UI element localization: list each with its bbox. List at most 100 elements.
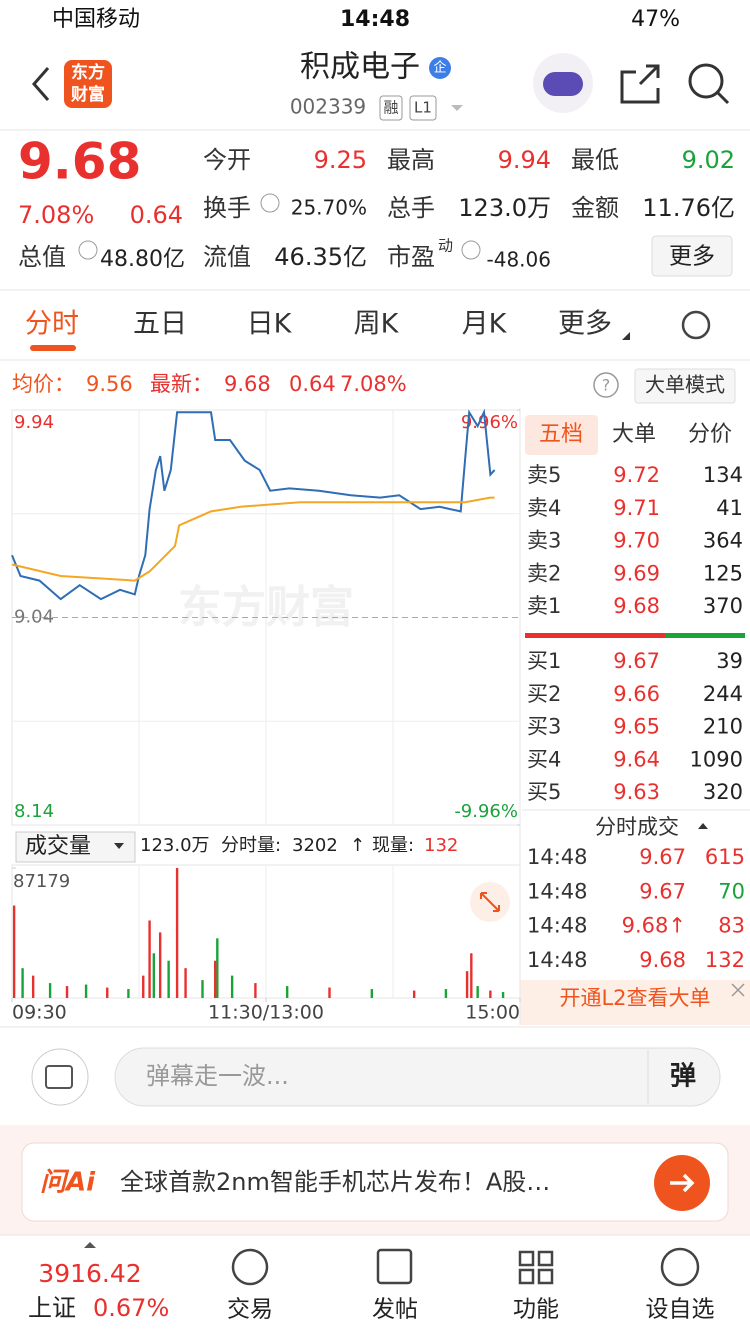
- volume-info: 现量:: [372, 835, 414, 856]
- volume-bar: [167, 960, 170, 998]
- trade-volume: 615: [705, 845, 745, 869]
- l2-bg[interactable]: [520, 980, 750, 1025]
- tag: 融: [383, 99, 398, 117]
- index-arrow: [84, 1242, 96, 1248]
- field-value: 11.76亿: [642, 194, 735, 222]
- comment-icon[interactable]: [31, 1048, 89, 1106]
- price: 9.68: [18, 133, 141, 191]
- book-label: 买1: [527, 649, 561, 673]
- volume-bar: [21, 968, 24, 998]
- book-volume: 210: [703, 715, 743, 739]
- book-label: 卖3: [527, 529, 561, 553]
- comment-glyph: [45, 1065, 73, 1089]
- back-button[interactable]: [32, 67, 50, 101]
- share-icon[interactable]: [620, 64, 660, 104]
- danmaku-button[interactable]: 弹: [670, 1062, 696, 1092]
- ask-strength: [525, 633, 665, 638]
- field-value: 123.0万: [458, 194, 551, 222]
- volume-bar: [328, 987, 331, 998]
- field-label: 换手: [203, 194, 251, 222]
- logo[interactable]: [64, 60, 112, 108]
- l2-link[interactable]: 开通L2查看大单: [559, 986, 710, 1010]
- nav-item[interactable]: 交易: [227, 1297, 273, 1323]
- nav-item[interactable]: 功能: [513, 1297, 559, 1323]
- book-price: 9.68: [613, 594, 660, 618]
- book-label: 买5: [527, 780, 561, 804]
- tag: L1: [414, 99, 432, 117]
- volume-bar: [31, 975, 35, 998]
- field-label: 流值: [203, 243, 251, 271]
- book-price: 9.65: [613, 715, 660, 739]
- field-label: 总手: [387, 194, 435, 222]
- tab[interactable]: 更多: [558, 309, 612, 340]
- book-volume: 125: [703, 561, 743, 585]
- tab[interactable]: 周K: [354, 309, 400, 340]
- x-tick-label: 15:00: [465, 1002, 520, 1024]
- change-pct: 7.08%: [18, 201, 94, 229]
- tab[interactable]: 分时: [25, 309, 79, 340]
- volume-bar: [476, 986, 479, 998]
- tab-more-arrow: [622, 332, 630, 340]
- book-tab[interactable]: 分价: [688, 422, 732, 447]
- volume-selector[interactable]: [15, 831, 136, 863]
- field-label: 总值: [18, 243, 66, 271]
- field-value: 9.25: [314, 146, 367, 174]
- tab-active-bg: [525, 415, 598, 455]
- mode-button[interactable]: [634, 368, 736, 404]
- robot-face: [543, 72, 583, 96]
- volume-info: 3202: [292, 835, 338, 856]
- tab[interactable]: 日K: [247, 309, 293, 340]
- nav-item[interactable]: 发帖: [372, 1297, 418, 1323]
- help-icon[interactable]: [593, 372, 619, 398]
- x-tick-label: 11:30/13:00: [208, 1002, 324, 1024]
- info-text: 均价：: [12, 372, 75, 396]
- book-volume: 134: [703, 463, 743, 487]
- y-tick-label: 87179: [13, 871, 70, 892]
- info-dot: [260, 193, 280, 213]
- comment-placeholder: 弹幕走一波...: [146, 1062, 289, 1090]
- settings-icon[interactable]: [681, 310, 711, 340]
- search-icon[interactable]: [688, 63, 724, 99]
- book-label: 买3: [527, 715, 561, 739]
- tab[interactable]: 月K: [462, 309, 508, 340]
- trade-price: 9.67: [639, 879, 686, 903]
- comment-input[interactable]: [114, 1047, 721, 1107]
- nav-icons[interactable]: [231, 1247, 700, 1287]
- volume-bar: [216, 938, 219, 998]
- book-volume: 364: [703, 529, 743, 553]
- dropdown[interactable]: [451, 105, 463, 111]
- y-tick-label: 9.04: [14, 607, 54, 628]
- volume-info: 分时量:: [221, 835, 281, 856]
- tag-box: [409, 95, 437, 121]
- info-dot: [461, 240, 481, 260]
- book-label: 卖4: [527, 496, 561, 520]
- bid-strength: [665, 633, 745, 638]
- more-button[interactable]: [651, 235, 733, 277]
- tab-underline: [30, 345, 76, 351]
- book-tab[interactable]: 大单: [612, 422, 656, 447]
- index-name: 上证: [28, 1294, 76, 1322]
- trade-price: 9.68↑: [622, 914, 686, 938]
- tab[interactable]: 五日: [133, 309, 187, 340]
- field-sup: 动: [438, 237, 453, 255]
- field-value: 46.35亿: [274, 243, 367, 271]
- book-price: 9.66: [613, 682, 660, 706]
- book-tab[interactable]: 五档: [539, 422, 583, 447]
- ad-card[interactable]: [21, 1142, 729, 1222]
- field-value: 25.70%: [291, 196, 367, 220]
- index-pct: 0.67%: [93, 1294, 169, 1322]
- clock: 14:48: [340, 7, 410, 32]
- volume-bar: [470, 953, 473, 998]
- nav-item[interactable]: 设自选: [646, 1297, 715, 1323]
- volume-bar: [444, 989, 448, 998]
- book-price: 9.70: [613, 529, 660, 553]
- volume-bar: [152, 953, 156, 998]
- trade-time: 14:48: [527, 948, 588, 972]
- expand-icon: [480, 892, 500, 912]
- trade-price: 9.68: [639, 948, 686, 972]
- index-value: 3916.42: [38, 1259, 141, 1288]
- price-line: [11, 408, 496, 601]
- sort-arrow: [698, 823, 708, 829]
- ad-arrow: [670, 1173, 695, 1193]
- trade-volume: 70: [718, 879, 745, 903]
